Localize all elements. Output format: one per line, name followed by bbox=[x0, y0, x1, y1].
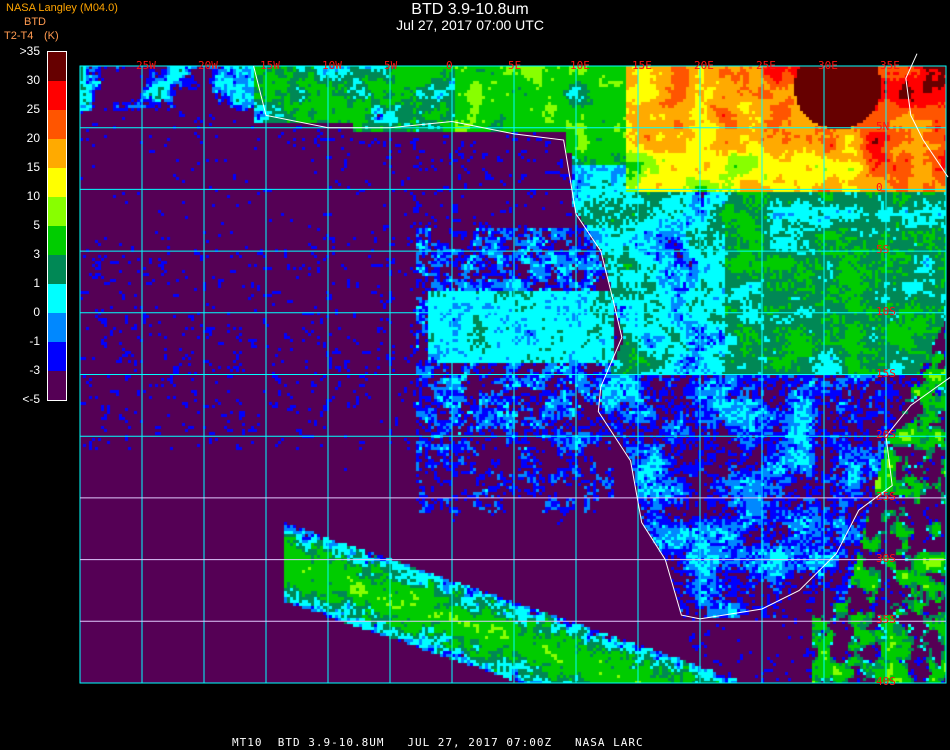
longitude-label: 10E bbox=[570, 59, 590, 72]
latitude-label: 20S bbox=[876, 428, 896, 442]
latitude-label: 0 bbox=[876, 181, 883, 195]
legend-label: 10 bbox=[26, 189, 40, 203]
legend-label: 25 bbox=[26, 102, 40, 116]
latitude-label: 30S bbox=[876, 551, 896, 565]
legend-label: 15 bbox=[26, 160, 40, 174]
legend-title: BTD bbox=[24, 16, 46, 28]
longitude-label: 0 bbox=[446, 59, 453, 72]
legend-label: >35 bbox=[19, 44, 40, 58]
longitude-label: 25W bbox=[136, 59, 156, 72]
legend-label: 0 bbox=[33, 305, 40, 319]
latitude-label: 35S bbox=[876, 613, 896, 627]
legend-unit-k: (K) bbox=[44, 30, 59, 42]
legend-label: 30 bbox=[26, 73, 40, 87]
legend-label: 5 bbox=[33, 218, 40, 232]
longitude-label: 30E bbox=[818, 59, 838, 72]
latitude-label: 40S bbox=[876, 675, 896, 688]
longitude-label: 5W bbox=[384, 59, 398, 72]
legend-band bbox=[48, 371, 66, 400]
legend-label: -3 bbox=[29, 363, 40, 377]
latitude-label: 15S bbox=[876, 366, 896, 380]
legend-label: -1 bbox=[29, 334, 40, 348]
longitude-label: 25E bbox=[756, 59, 776, 72]
longitude-label: 15W bbox=[260, 59, 280, 72]
legend-label: 3 bbox=[33, 247, 40, 261]
latitude-label: 25S bbox=[876, 489, 896, 503]
legend-label: <-5 bbox=[22, 392, 40, 406]
legend-band bbox=[48, 168, 66, 197]
legend-band bbox=[48, 255, 66, 284]
legend-unit: T2-T4 bbox=[4, 30, 34, 42]
legend-band bbox=[48, 139, 66, 168]
latitude-label: 5N bbox=[876, 119, 890, 133]
longitude-label: 5E bbox=[508, 59, 522, 72]
image-title: BTD 3.9-10.8um bbox=[411, 1, 529, 18]
legend-band bbox=[48, 313, 66, 342]
legend-label: 20 bbox=[26, 131, 40, 145]
latitude-label: 10S bbox=[876, 304, 896, 318]
producer-label: NASA Langley (M04.0) bbox=[6, 2, 118, 14]
longitude-label: 15E bbox=[632, 59, 652, 72]
color-legend bbox=[47, 51, 67, 401]
legend-band bbox=[48, 284, 66, 313]
coastline bbox=[253, 65, 950, 620]
legend-band bbox=[48, 226, 66, 255]
legend-label: 1 bbox=[33, 276, 40, 290]
legend-band bbox=[48, 197, 66, 226]
longitude-label: 10W bbox=[322, 59, 342, 72]
image-caption: MT10 BTD 3.9-10.8UM JUL 27, 2017 07:00Z … bbox=[232, 736, 644, 749]
legend-band bbox=[48, 342, 66, 371]
latitude-label: 5S bbox=[876, 243, 890, 257]
longitude-label: 20W bbox=[198, 59, 218, 72]
longitude-label: 35E bbox=[880, 59, 900, 72]
legend-band bbox=[48, 110, 66, 139]
lake-outline bbox=[905, 53, 949, 178]
longitude-label: 20E bbox=[694, 59, 714, 72]
legend-band bbox=[48, 52, 66, 81]
image-timestamp: Jul 27, 2017 07:00 UTC bbox=[396, 17, 544, 33]
legend-band bbox=[48, 81, 66, 110]
